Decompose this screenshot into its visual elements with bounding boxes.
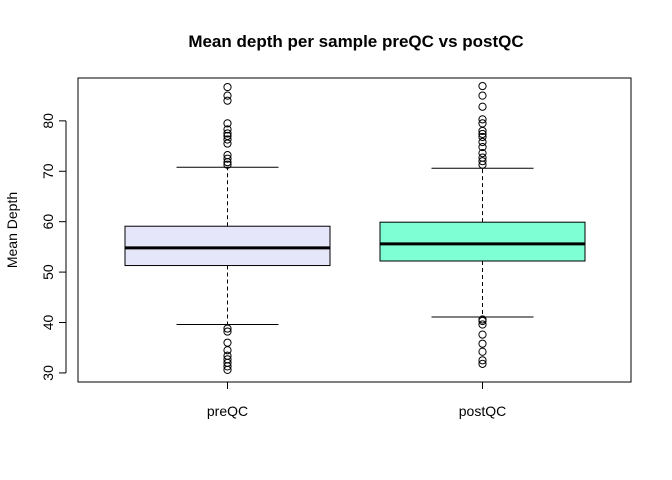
outlier-point xyxy=(478,356,487,365)
outlier-point xyxy=(223,324,232,333)
outlier-point xyxy=(223,154,232,163)
y-tick-label: 30 xyxy=(40,365,56,381)
outlier-point xyxy=(223,338,232,347)
outlier-point xyxy=(478,115,487,124)
boxes-group xyxy=(124,81,586,375)
outlier-point xyxy=(478,149,487,158)
outlier-point xyxy=(478,81,487,91)
outlier-point xyxy=(478,91,487,100)
outlier-point xyxy=(223,327,232,336)
iqr-box xyxy=(124,225,331,267)
y-tick-label: 40 xyxy=(40,315,56,331)
outlier-point xyxy=(478,137,487,147)
box-preQC xyxy=(124,82,331,375)
outlier-point xyxy=(223,125,232,134)
y-axis: 30 40 50 60 70 80 xyxy=(40,113,67,381)
outlier-point xyxy=(478,339,487,348)
outlier-point xyxy=(478,129,487,139)
outlier-point xyxy=(223,131,232,141)
outlier-point xyxy=(478,153,487,162)
x-axis: preQC postQC xyxy=(207,381,506,419)
y-axis-label: Mean Depth xyxy=(4,192,20,268)
y-tick-label: 60 xyxy=(40,214,56,230)
outlier-point xyxy=(223,96,232,105)
outlier-point xyxy=(223,82,232,92)
y-tick-label: 70 xyxy=(40,163,56,179)
x-tick-label: postQC xyxy=(459,403,506,419)
outlier-point xyxy=(478,102,487,111)
box-postQC xyxy=(379,81,586,368)
outlier-point xyxy=(223,346,232,355)
iqr-box xyxy=(379,221,586,262)
y-tick-label: 80 xyxy=(40,113,56,129)
outlier-point xyxy=(223,160,232,169)
outlier-point xyxy=(478,119,487,128)
outlier-point xyxy=(478,142,487,152)
outlier-point xyxy=(223,355,232,364)
outlier-point xyxy=(478,157,487,166)
y-tick-label: 50 xyxy=(40,264,56,280)
outlier-point xyxy=(478,315,487,324)
outlier-point xyxy=(223,129,232,138)
x-tick-label: preQC xyxy=(207,403,248,419)
chart-title: Mean depth per sample preQC vs postQC xyxy=(188,32,523,51)
outlier-point xyxy=(223,151,232,160)
outlier-point xyxy=(223,351,232,360)
outlier-point xyxy=(223,119,232,128)
outlier-point xyxy=(478,330,487,339)
outlier-point xyxy=(478,359,487,368)
outlier-point xyxy=(478,132,487,142)
outlier-point xyxy=(223,135,232,144)
outlier-point xyxy=(478,347,487,356)
outlier-point xyxy=(223,91,232,100)
outlier-point xyxy=(478,320,487,329)
